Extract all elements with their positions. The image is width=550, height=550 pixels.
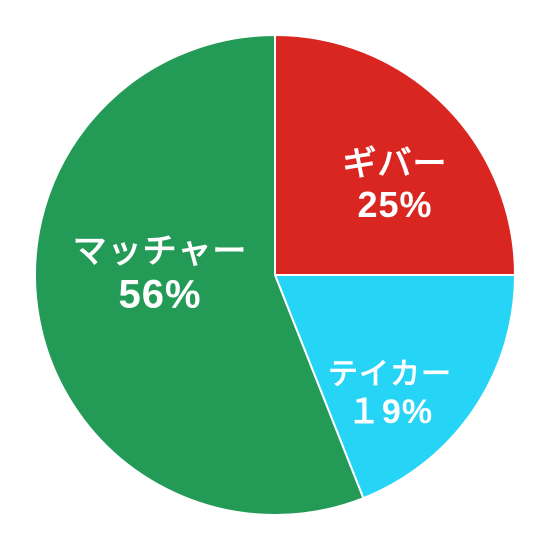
- pie-svg: [0, 0, 550, 550]
- pie-slice-giver: [275, 35, 515, 275]
- pie-chart: ギバー25%テイカー１9%マッチャー56%: [0, 0, 550, 550]
